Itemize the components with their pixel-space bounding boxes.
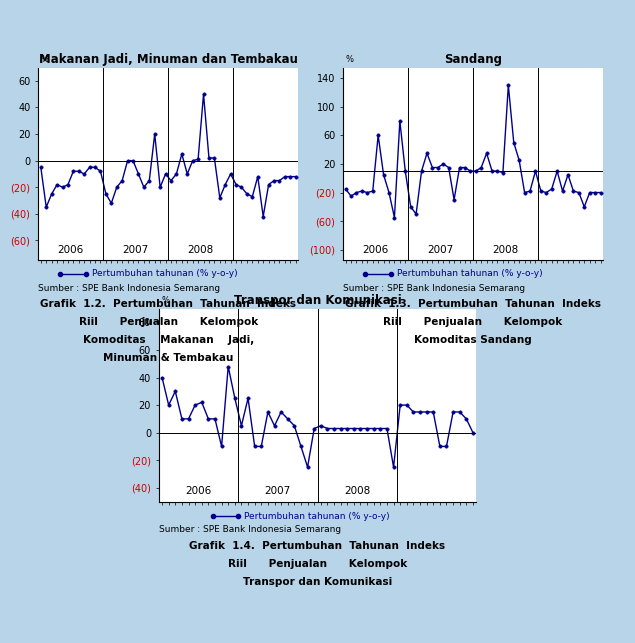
Text: 2006: 2006: [58, 244, 84, 255]
Text: Pertumbuhan tahunan (% y-o-y): Pertumbuhan tahunan (% y-o-y): [92, 269, 237, 278]
Text: Grafik  1.3.  Pertumbuhan  Tahunan  Indeks: Grafik 1.3. Pertumbuhan Tahunan Indeks: [345, 299, 601, 309]
Text: Riil      Penjualan      Kelompok: Riil Penjualan Kelompok: [384, 317, 563, 327]
Text: Grafik  1.2.  Pertumbuhan  Tahunan  Indeks: Grafik 1.2. Pertumbuhan Tahunan Indeks: [40, 299, 297, 309]
Text: Riil      Penjualan      Kelompok: Riil Penjualan Kelompok: [228, 559, 407, 570]
Text: 2006: 2006: [185, 485, 211, 496]
Text: Sumber : SPE Bank Indonesia Semarang: Sumber : SPE Bank Indonesia Semarang: [159, 525, 341, 534]
Text: 2007: 2007: [265, 485, 291, 496]
Text: %: %: [41, 55, 49, 64]
Text: 2007: 2007: [427, 244, 453, 255]
Text: Transpor dan Komunikasi: Transpor dan Komunikasi: [243, 577, 392, 588]
Text: Pertumbuhan tahunan (% y-o-y): Pertumbuhan tahunan (% y-o-y): [397, 269, 542, 278]
Text: Sumber : SPE Bank Indonesia Semarang: Sumber : SPE Bank Indonesia Semarang: [38, 284, 220, 293]
Text: %: %: [162, 296, 170, 305]
Text: 2007: 2007: [123, 244, 149, 255]
Text: Minuman & Tembakau: Minuman & Tembakau: [103, 353, 234, 363]
Text: Komoditas Sandang: Komoditas Sandang: [414, 335, 532, 345]
Text: 2008: 2008: [188, 244, 214, 255]
Text: Pertumbuhan tahunan (% y-o-y): Pertumbuhan tahunan (% y-o-y): [244, 512, 390, 521]
Text: Sumber : SPE Bank Indonesia Semarang: Sumber : SPE Bank Indonesia Semarang: [343, 284, 525, 293]
Title: Makanan Jadi, Minuman dan Tembakau: Makanan Jadi, Minuman dan Tembakau: [39, 53, 298, 66]
Text: Komoditas    Makanan    Jadi,: Komoditas Makanan Jadi,: [83, 335, 254, 345]
Text: Grafik  1.4.  Pertumbuhan  Tahunan  Indeks: Grafik 1.4. Pertumbuhan Tahunan Indeks: [189, 541, 446, 552]
Text: Riil      Penjualan      Kelompok: Riil Penjualan Kelompok: [79, 317, 258, 327]
Text: %: %: [345, 55, 354, 64]
Title: Transpor dan Komunikasi: Transpor dan Komunikasi: [234, 294, 401, 307]
Text: 2006: 2006: [363, 244, 389, 255]
Text: 2008: 2008: [493, 244, 519, 255]
Text: 2008: 2008: [344, 485, 370, 496]
Title: Sandang: Sandang: [444, 53, 502, 66]
